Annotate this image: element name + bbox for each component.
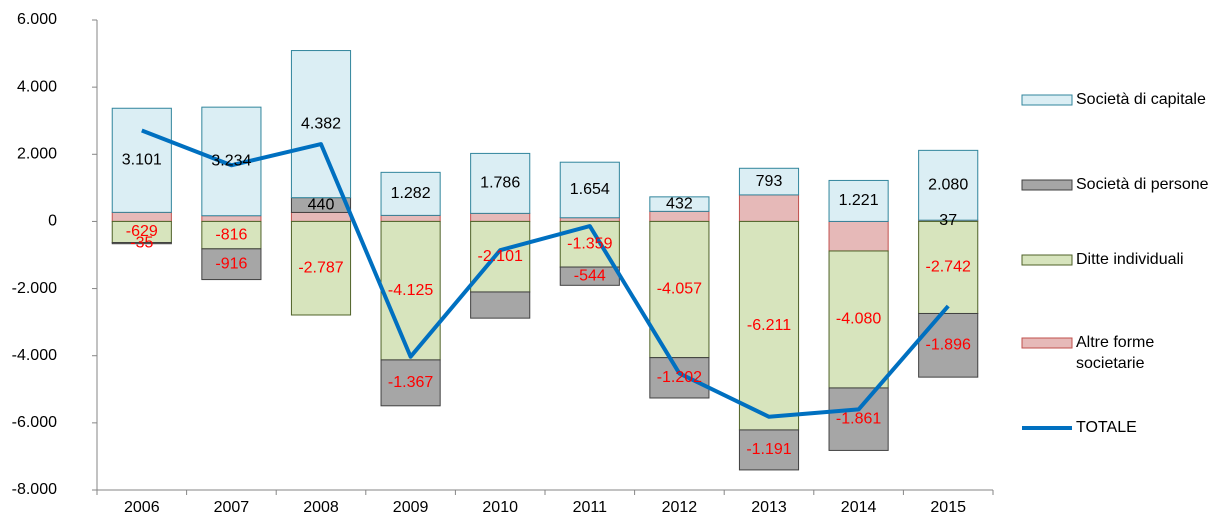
bar-segment [738,194,800,222]
legend-swatch [1021,254,1073,266]
data-label: -1.191 [746,441,791,458]
bar-segment [828,387,889,451]
data-label: -4.057 [657,281,702,298]
bar-segment [828,250,889,389]
data-label: 4.382 [301,115,341,132]
y-tick-label: 4.000 [17,78,57,95]
bar-segment [559,217,620,222]
legend-label: TOTALE [1076,419,1137,436]
x-tick-label: 2012 [662,499,698,516]
data-label: 3.234 [211,153,251,170]
data-label: -1.367 [388,374,433,391]
y-tick-label: 6.000 [17,11,57,28]
data-label: 440 [308,196,335,213]
bar-segment [201,248,262,281]
x-tick-label: 2015 [930,499,966,516]
x-tick-label: 2013 [751,499,787,516]
bar-segment [290,211,352,222]
bar-segment [380,214,441,222]
y-tick-label: -8.000 [12,481,57,498]
legend-swatch [1021,337,1073,349]
y-tick-label: 2.000 [17,146,57,163]
bar-segment [201,215,262,222]
data-label: 3.101 [122,152,162,169]
x-tick-label: 2014 [841,499,877,516]
data-label: -1.202 [657,369,702,386]
data-label: -2.101 [478,248,523,265]
data-label: -1.861 [836,410,881,427]
data-label: 37 [939,212,957,229]
data-label: -2.787 [298,259,343,276]
legend-label: Ditte individuali [1076,251,1184,268]
bar-segment [738,167,800,196]
data-label: -4.080 [836,311,881,328]
data-label: -816 [215,226,247,243]
y-tick-label: -6.000 [12,414,57,431]
bar-segment [828,220,889,252]
data-label: -4.125 [388,282,433,299]
data-label: 1.786 [480,175,520,192]
x-tick-label: 2011 [573,499,608,516]
bar-segment [380,220,441,361]
bar-segment [559,161,620,219]
data-label: -544 [574,267,606,284]
bar-segment [290,220,352,316]
x-tick-label: 2008 [303,499,339,516]
bar-segment [470,220,531,293]
data-label: 2.080 [928,176,968,193]
bar-segment [111,211,172,222]
legend-swatch [1021,94,1073,106]
bar-segment [470,212,531,222]
total-line [141,128,950,419]
x-tick-label: 2006 [124,499,160,516]
data-label: 793 [756,173,783,190]
data-label: -2.742 [926,259,971,276]
bar-segment [918,312,979,378]
bar-segment [290,50,352,199]
bar-segment [201,220,262,250]
legend-swatch [1021,179,1073,191]
bar-segment [918,149,979,221]
data-label: -1.359 [567,235,612,252]
bar-segment [649,357,710,399]
data-label: -629 [126,223,158,240]
y-tick-label: -4.000 [12,347,57,364]
y-tick-label: 0 [48,213,57,230]
bar-segment [380,171,441,216]
data-label: -35 [130,234,153,251]
x-tick-label: 2009 [393,499,429,516]
bar-segment [649,196,710,212]
x-tick-label: 2010 [482,499,518,516]
bar-segment [470,291,531,319]
bar-segment [649,210,710,222]
data-label: 432 [666,195,693,212]
bar-segment [738,220,800,431]
legend-label: Società di persone [1076,176,1209,193]
data-label: -6.211 [747,317,791,334]
data-label: -1.896 [926,337,971,354]
data-label: 1.282 [391,185,431,202]
bar-segment [380,359,441,407]
bar-segment [111,242,172,245]
data-label: 1.654 [570,181,610,198]
bar-segment [738,429,800,471]
bar-segment [111,107,172,213]
bar-segment [649,220,710,359]
bar-segment [828,179,889,222]
x-tick-label: 2007 [214,499,250,516]
data-label: -916 [215,255,247,272]
data-label: 1.221 [839,192,879,209]
legend-label: Altre forme societarie [1076,334,1155,372]
legend-label: Società di capitale [1076,91,1206,108]
y-tick-label: -2.000 [12,280,57,297]
bar-segment [470,152,531,214]
